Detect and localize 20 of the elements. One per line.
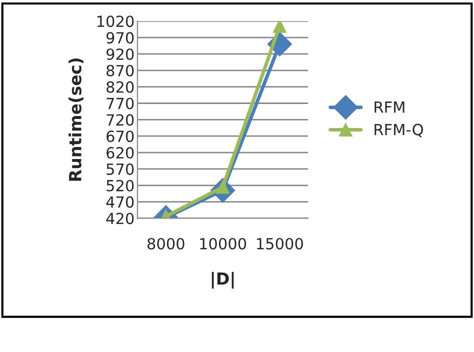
y-tick-label: 920 (106, 48, 134, 60)
y-axis-title: Runtime(sec) (68, 58, 84, 181)
legend-label: RFM (374, 102, 404, 113)
y-tick-label: 470 (106, 196, 134, 208)
y-tick-label: 770 (106, 98, 134, 110)
x-axis-title: |D| (212, 272, 234, 289)
y-tick-label: 720 (106, 114, 134, 126)
legend-label: RFM-Q (374, 124, 423, 138)
y-tick-label: 570 (106, 163, 134, 175)
x-tick-label: 15000 (257, 238, 303, 250)
y-tick-label: 970 (106, 32, 134, 44)
y-tick-label: 520 (106, 180, 134, 192)
y-tick-label: 820 (106, 81, 134, 93)
y-tick-label: 420 (106, 212, 134, 224)
y-tick-label: 620 (106, 147, 134, 159)
y-tick-label: 670 (106, 130, 134, 142)
x-tick-label: 10000 (200, 238, 246, 250)
x-tick-label: 8000 (147, 238, 184, 250)
y-tick-label: 870 (106, 64, 134, 76)
y-tick-label: 1020 (97, 16, 134, 28)
